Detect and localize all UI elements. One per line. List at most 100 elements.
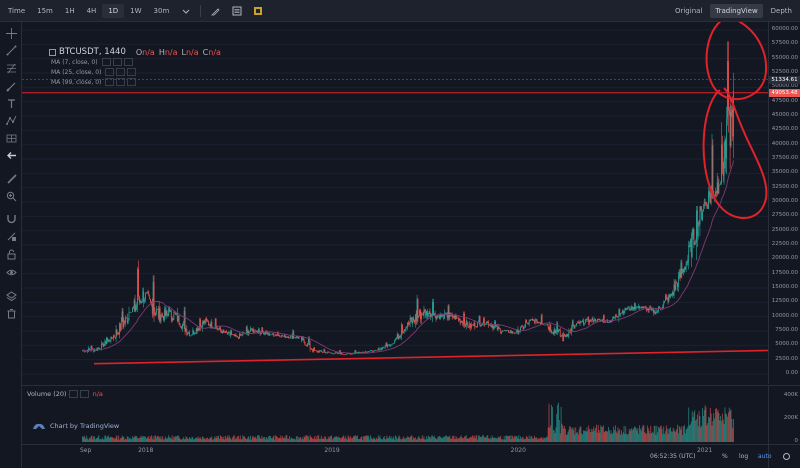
candle-body <box>240 334 242 336</box>
volume-pane[interactable]: Volume (20) n/a Chart by TradingView <box>22 385 768 445</box>
timeframe-1h[interactable]: 1H <box>64 6 75 15</box>
candle-body <box>375 350 377 351</box>
volume-bar <box>643 425 645 442</box>
indicators-icon[interactable] <box>231 5 242 16</box>
volume-bar <box>107 436 108 442</box>
ma-settings-button[interactable] <box>116 68 126 76</box>
timeframe-1w[interactable]: 1W <box>130 6 142 15</box>
lock-drawing-icon[interactable] <box>5 230 17 242</box>
candle-body <box>289 337 290 339</box>
view-tab-tradingview[interactable]: TradingView <box>710 4 763 18</box>
volume-hide-button[interactable] <box>79 390 89 398</box>
fib-retracement-icon[interactable] <box>5 62 17 74</box>
volume-settings-button[interactable] <box>68 390 78 398</box>
volume-bar <box>201 436 203 442</box>
volume-bar <box>83 435 85 442</box>
trend-line-icon[interactable] <box>5 44 17 56</box>
candle-body <box>466 321 468 325</box>
volume-bar <box>469 437 471 442</box>
tradingview-watermark[interactable]: Chart by TradingView <box>32 421 119 431</box>
candle-body <box>271 333 273 335</box>
volume-bar <box>147 437 149 442</box>
pencil-icon[interactable] <box>210 5 221 16</box>
volume-bar <box>658 426 659 442</box>
candle-body <box>646 308 648 311</box>
back-arrow-icon[interactable] <box>5 149 17 161</box>
volume-scale[interactable]: 400K 200K 0 <box>768 385 800 444</box>
candle-body <box>441 315 443 317</box>
timeframe-30m[interactable]: 30m <box>153 6 170 15</box>
ma-remove-button[interactable] <box>123 58 133 66</box>
volume-bar <box>592 429 594 442</box>
ma-settings-button[interactable] <box>116 78 126 86</box>
collapse-legend-icon[interactable] <box>49 48 56 56</box>
price-tick-label: 40000.00 <box>771 140 798 147</box>
candle-body <box>502 331 503 332</box>
candle-body <box>321 351 323 353</box>
volume-bar <box>389 437 391 442</box>
volume-bar <box>123 436 125 442</box>
view-tab-original[interactable]: Original <box>674 7 703 15</box>
crosshair-icon[interactable] <box>5 27 17 39</box>
auto-scale-button[interactable]: auto <box>758 453 772 460</box>
candle-body <box>414 320 415 323</box>
candle-body <box>619 309 621 315</box>
price-scale[interactable]: 60000.00 57500.00 55000.00 52500.00 50000.00… <box>768 22 800 384</box>
volume-bar <box>694 410 696 442</box>
volume-bar <box>339 437 341 442</box>
ma-visibility-button[interactable] <box>105 68 115 76</box>
candle-body <box>289 335 291 338</box>
zoom-in-icon[interactable] <box>5 190 17 202</box>
volume-bar <box>647 427 649 442</box>
volume-bar <box>251 439 252 442</box>
candle-body <box>717 182 719 194</box>
forecast-icon[interactable] <box>5 132 17 144</box>
trash-icon[interactable] <box>5 307 17 319</box>
dropdown-caret-icon[interactable] <box>180 5 191 16</box>
log-scale-button[interactable]: log <box>739 453 749 460</box>
pattern-icon[interactable] <box>5 114 17 126</box>
volume-bar <box>88 439 89 442</box>
candle-body <box>393 343 395 344</box>
volume-bar <box>157 436 158 442</box>
volume-bar <box>211 436 213 442</box>
timeframe-4h[interactable]: 4H <box>86 6 97 15</box>
ma-settings-button[interactable] <box>112 58 122 66</box>
utc-clock[interactable]: 06:52:35 (UTC) <box>650 453 696 460</box>
price-chart[interactable]: BTCUSDT, 1440 On/a Hn/a Ln/a Cn/a MA (7, cl… <box>22 22 768 384</box>
ma-visibility-button[interactable] <box>105 78 115 86</box>
percent-scale-button[interactable]: % <box>722 453 728 460</box>
volume-bar <box>665 425 667 442</box>
candle-body <box>419 310 421 317</box>
timeframe-time[interactable]: Time <box>8 6 26 15</box>
ruler-icon[interactable] <box>5 172 17 184</box>
candle-body <box>583 320 584 325</box>
text-icon[interactable] <box>5 97 17 109</box>
brush-icon[interactable] <box>5 80 17 92</box>
candle-body <box>236 335 238 337</box>
timeframe-1d[interactable]: 1D <box>102 3 125 18</box>
candle-body <box>292 330 294 339</box>
candle-body <box>343 354 345 355</box>
candlestick-chart[interactable] <box>22 22 768 384</box>
time-axis[interactable]: Sep 2018 2019 2020 2021 <box>22 444 768 468</box>
candle-body <box>256 330 258 332</box>
magnet-icon[interactable] <box>5 212 17 224</box>
layers-icon[interactable] <box>5 290 17 302</box>
unlock-icon[interactable] <box>5 248 17 260</box>
timeframe-15m[interactable]: 15m <box>37 6 53 15</box>
candle-body <box>350 353 352 355</box>
candle-body <box>452 314 453 318</box>
candle-body <box>188 332 189 334</box>
chart-settings-icon[interactable] <box>783 453 790 460</box>
volume-bar <box>167 437 169 442</box>
volume-bar <box>328 438 330 442</box>
view-tab-depth[interactable]: Depth <box>770 7 792 15</box>
candle-body <box>379 349 381 351</box>
settings-icon[interactable] <box>252 5 263 16</box>
ma-remove-button[interactable] <box>127 68 137 76</box>
ma-remove-button[interactable] <box>127 78 137 86</box>
eye-icon[interactable] <box>5 266 17 278</box>
ma-visibility-button[interactable] <box>101 58 111 66</box>
volume-bar <box>679 427 681 442</box>
